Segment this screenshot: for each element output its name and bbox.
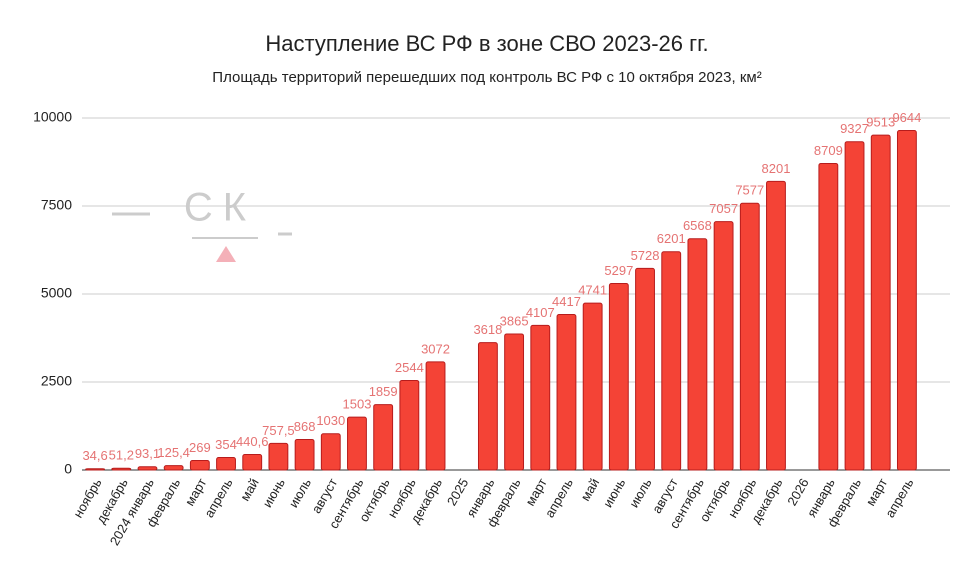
bar — [85, 468, 106, 471]
data-label: 6568 — [683, 218, 712, 233]
data-label: 8201 — [762, 161, 791, 176]
bar — [713, 221, 734, 471]
bar — [582, 302, 603, 471]
bar — [608, 283, 629, 471]
bar — [320, 433, 341, 471]
chart-title: Наступление ВС РФ в зоне СВО 2023-26 гг. — [265, 31, 708, 56]
bar — [268, 442, 289, 471]
bar — [111, 467, 132, 471]
bar — [373, 404, 394, 471]
data-label: 5297 — [604, 263, 633, 278]
data-label: 1030 — [316, 413, 345, 428]
bar — [739, 202, 760, 471]
bar — [870, 134, 891, 471]
bar — [896, 130, 917, 471]
data-label: 7057 — [709, 201, 738, 216]
bar — [844, 141, 865, 471]
x-tick-label: март — [863, 476, 891, 509]
data-label: 3618 — [473, 322, 502, 337]
bar — [137, 466, 158, 471]
x-tick-label: 2025 — [444, 476, 471, 509]
bar — [530, 324, 551, 471]
x-tick-label: июнь — [260, 476, 289, 511]
bar — [347, 416, 367, 471]
bar — [163, 465, 184, 471]
bar — [242, 453, 263, 471]
data-label: 7577 — [735, 183, 764, 198]
bar — [504, 333, 525, 471]
data-label: 757,5 — [262, 423, 295, 438]
data-label: 3865 — [500, 313, 529, 328]
x-tick-label: март — [182, 476, 210, 509]
data-label: 868 — [294, 419, 316, 434]
data-label: 3072 — [421, 341, 450, 356]
bar — [687, 238, 708, 471]
watermark-logo: СК — [112, 186, 292, 262]
bar — [294, 438, 315, 471]
data-label: 4741 — [578, 283, 607, 298]
watermark: СК — [184, 186, 256, 230]
x-tick-label: июнь — [600, 476, 629, 511]
data-label: 269 — [189, 440, 211, 455]
data-label: 5728 — [631, 248, 660, 263]
data-label: 51,2 — [109, 448, 134, 463]
chart-subtitle: Площадь территорий перешедших под контро… — [212, 69, 761, 86]
bar — [477, 342, 498, 471]
data-label: 8709 — [814, 143, 843, 158]
bar — [635, 267, 655, 471]
x-tick-label: май — [578, 476, 603, 504]
data-label: 440,6 — [236, 434, 269, 449]
data-label: 34,6 — [82, 448, 107, 463]
bar — [189, 460, 210, 471]
bar — [766, 180, 786, 471]
data-label: 9644 — [892, 110, 921, 125]
x-tick-label: 2026 — [784, 476, 811, 509]
data-label: 9327 — [840, 121, 869, 136]
data-label: 4107 — [526, 305, 555, 320]
data-label: 125,4 — [157, 445, 190, 460]
y-tick-label: 5000 — [41, 285, 72, 301]
data-label: 93,1 — [135, 446, 160, 461]
data-label: 1859 — [369, 384, 398, 399]
y-tick-label: 7500 — [41, 197, 72, 213]
bar — [818, 162, 839, 471]
data-label: 6201 — [657, 231, 686, 246]
data-label: 354 — [215, 437, 237, 452]
y-tick-label: 10000 — [33, 109, 72, 125]
bar — [661, 251, 682, 471]
data-label: 2544 — [395, 360, 424, 375]
data-label: 4417 — [552, 294, 581, 309]
y-tick-label: 0 — [64, 461, 72, 477]
bar — [425, 361, 446, 471]
bar — [216, 457, 236, 471]
bar — [556, 314, 577, 471]
data-label: 1503 — [343, 397, 372, 412]
x-tick-label: март — [522, 476, 550, 509]
x-tick-label: май — [237, 476, 262, 504]
bar — [399, 379, 420, 471]
y-tick-label: 2500 — [41, 373, 72, 389]
data-label: 9513 — [866, 115, 895, 130]
